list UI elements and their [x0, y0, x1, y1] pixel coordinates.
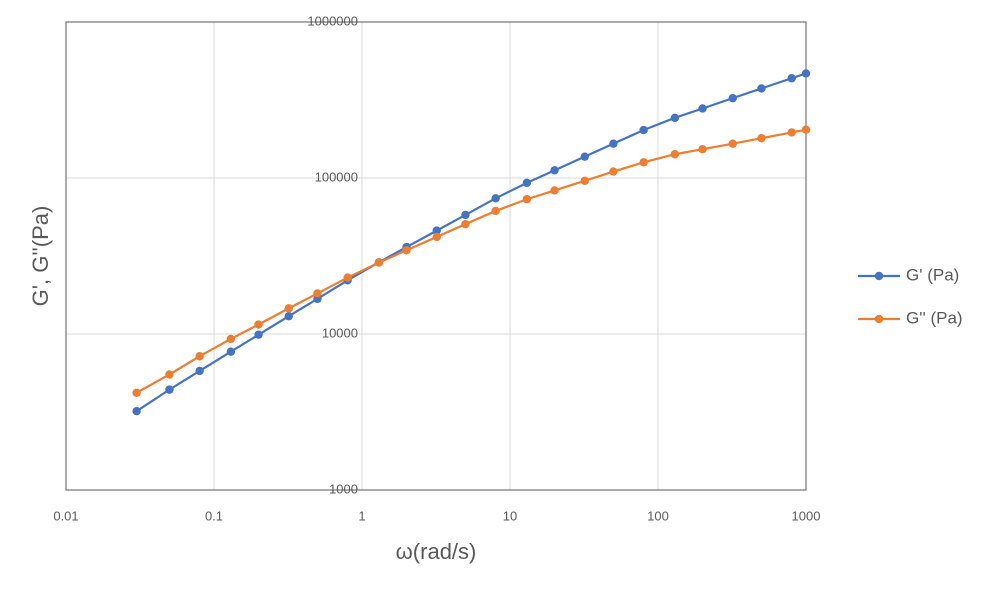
data-point — [698, 104, 707, 113]
plot-border — [65, 21, 807, 491]
data-point — [226, 347, 236, 356]
data-point — [226, 334, 236, 344]
series-line — [136, 128, 807, 394]
data-point — [313, 289, 322, 298]
data-point — [165, 385, 174, 394]
x-axis-title: ω(rad/s) — [396, 539, 477, 564]
data-point — [728, 93, 737, 103]
data-point — [787, 74, 796, 83]
data-point — [254, 330, 263, 339]
data-point — [609, 167, 618, 176]
data-point — [254, 320, 263, 329]
x-tick-label: 0.01 — [53, 508, 78, 523]
data-point — [432, 226, 441, 235]
data-point — [284, 312, 293, 321]
data-point — [550, 186, 559, 195]
data-point — [801, 125, 811, 134]
data-point — [491, 206, 500, 216]
data-point — [374, 258, 384, 267]
x-tick-label: 1 — [358, 508, 365, 523]
data-point — [609, 139, 618, 148]
x-tick-label: 10 — [503, 508, 517, 523]
data-point — [522, 178, 532, 188]
y-tick-label: 1000 — [329, 481, 358, 496]
data-point — [580, 176, 589, 186]
data-point — [195, 352, 204, 361]
legend-label: G' (Pa) — [906, 265, 959, 284]
data-point — [550, 166, 559, 175]
data-point — [165, 370, 174, 379]
data-point — [432, 232, 441, 242]
data-point — [728, 139, 737, 148]
data-point — [461, 210, 470, 220]
data-point — [639, 125, 648, 135]
legend-marker — [874, 314, 884, 324]
x-tick-label: 0.1 — [205, 508, 223, 523]
data-point — [402, 246, 411, 255]
data-point — [639, 158, 648, 167]
data-point — [757, 133, 766, 143]
x-tick-label: 1000 — [792, 508, 821, 523]
data-point — [801, 69, 811, 78]
y-tick-label: 100000 — [315, 169, 358, 184]
data-point — [670, 113, 680, 123]
data-point — [195, 366, 204, 376]
y-tick-label: 1000000 — [307, 13, 358, 28]
data-point — [580, 152, 589, 161]
data-point — [284, 304, 293, 313]
y-axis-title: G', G''(Pa) — [28, 206, 53, 307]
data-point — [787, 128, 796, 137]
data-point — [670, 150, 680, 159]
y-tick-label: 10000 — [322, 325, 358, 340]
data-point — [757, 84, 766, 93]
data-point — [522, 195, 532, 204]
data-point — [698, 144, 707, 154]
series-line — [136, 72, 807, 413]
data-point — [132, 406, 141, 416]
legend-label: G'' (Pa) — [906, 308, 963, 327]
data-point — [343, 273, 352, 282]
data-point — [461, 219, 470, 229]
legend-marker — [874, 271, 884, 281]
data-point — [491, 194, 500, 203]
x-tick-label: 100 — [647, 508, 669, 523]
data-point — [132, 388, 141, 397]
